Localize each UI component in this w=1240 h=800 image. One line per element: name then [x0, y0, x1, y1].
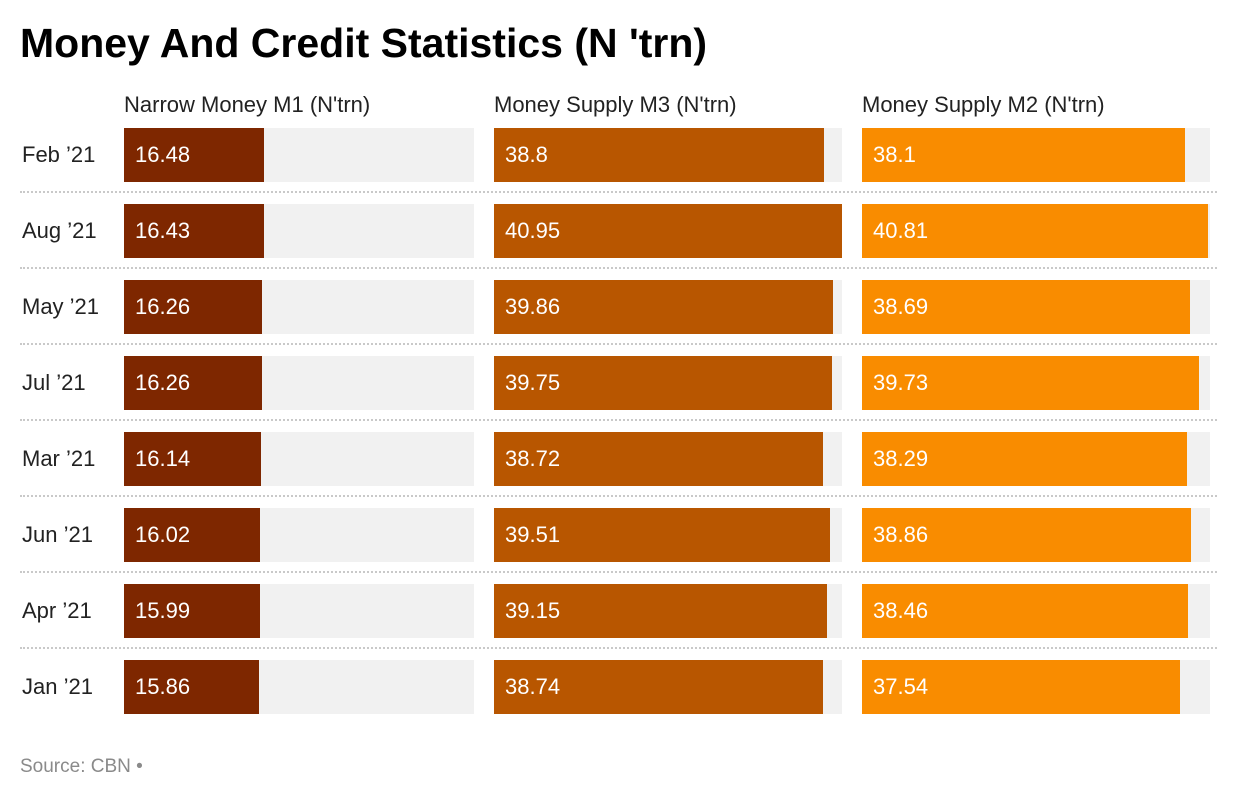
bar-value-label: 39.75 — [505, 370, 561, 395]
row-divider — [20, 191, 1217, 193]
bar-value-label: 16.02 — [135, 522, 191, 547]
row-label-mar-21: Mar ’21 — [22, 446, 96, 471]
row-label-apr-21: Apr ’21 — [22, 598, 92, 623]
bar-value-label: 38.8 — [505, 142, 548, 167]
bar-money-supply-m2-n-trn-mar-21: 38.29 — [862, 432, 1187, 486]
bar-track: 16.26 — [124, 280, 474, 334]
bar-money-supply-m3-n-trn-jul-21: 39.75 — [494, 356, 832, 410]
bar-money-supply-m2-n-trn-jan-21: 37.54 — [862, 660, 1180, 714]
bar-track: 39.15 — [494, 584, 842, 638]
bar-value-label: 16.26 — [135, 370, 191, 395]
bar-narrow-money-m1-n-trn-apr-21: 15.99 — [124, 584, 260, 638]
row-label-jan-21: Jan ’21 — [22, 674, 93, 699]
bar-track: 15.86 — [124, 660, 474, 714]
bar-value-label: 38.74 — [505, 674, 561, 699]
row-label-jul-21: Jul ’21 — [22, 370, 86, 395]
bar-track: 38.72 — [494, 432, 842, 486]
row-divider — [20, 647, 1217, 649]
bar-value-label: 39.86 — [505, 294, 561, 319]
bar-value-label: 40.95 — [505, 218, 561, 243]
bar-value-label: 16.43 — [135, 218, 191, 243]
bar-money-supply-m2-n-trn-aug-21: 40.81 — [862, 204, 1208, 258]
bar-money-supply-m3-n-trn-may-21: 39.86 — [494, 280, 833, 334]
bar-narrow-money-m1-n-trn-feb-21: 16.48 — [124, 128, 264, 182]
bar-track: 38.69 — [862, 280, 1210, 334]
bar-narrow-money-m1-n-trn-jan-21: 15.86 — [124, 660, 259, 714]
bar-narrow-money-m1-n-trn-jul-21: 16.26 — [124, 356, 262, 410]
chart-title: Money And Credit Statistics (N 'trn) — [20, 20, 708, 66]
bar-value-label: 38.72 — [505, 446, 561, 471]
row-label-jun-21: Jun ’21 — [22, 522, 93, 547]
bar-track: 39.73 — [862, 356, 1210, 410]
row-label-aug-21: Aug ’21 — [22, 218, 97, 243]
bar-money-supply-m2-n-trn-jun-21: 38.86 — [862, 508, 1191, 562]
bar-money-supply-m2-n-trn-jul-21: 39.73 — [862, 356, 1199, 410]
bar-value-label: 16.14 — [135, 446, 191, 471]
column-header-money-supply-m2-n-trn: Money Supply M2 (N'trn) — [862, 92, 1105, 117]
bar-value-label: 16.48 — [135, 142, 191, 167]
bar-track: 40.81 — [862, 204, 1210, 258]
source-note: Source: CBN • — [20, 756, 143, 777]
bar-money-supply-m2-n-trn-may-21: 38.69 — [862, 280, 1190, 334]
bar-value-label: 40.81 — [873, 218, 929, 243]
bar-track: 38.86 — [862, 508, 1210, 562]
bar-value-label: 38.86 — [873, 522, 929, 547]
bar-track: 16.14 — [124, 432, 474, 486]
bar-track: 16.26 — [124, 356, 474, 410]
bar-money-supply-m3-n-trn-jan-21: 38.74 — [494, 660, 823, 714]
bar-track: 15.99 — [124, 584, 474, 638]
bar-value-label: 37.54 — [873, 674, 929, 699]
bar-narrow-money-m1-n-trn-mar-21: 16.14 — [124, 432, 261, 486]
bar-track: 38.74 — [494, 660, 842, 714]
bar-value-label: 39.73 — [873, 370, 929, 395]
bar-money-supply-m3-n-trn-aug-21: 40.95 — [494, 204, 842, 258]
bar-money-supply-m2-n-trn-feb-21: 38.1 — [862, 128, 1185, 182]
bar-value-label: 38.46 — [873, 598, 929, 623]
bar-money-supply-m3-n-trn-feb-21: 38.8 — [494, 128, 824, 182]
bar-track: 16.48 — [124, 128, 474, 182]
bar-track: 40.95 — [494, 204, 842, 258]
bar-narrow-money-m1-n-trn-may-21: 16.26 — [124, 280, 262, 334]
bar-track: 38.8 — [494, 128, 842, 182]
row-label-may-21: May ’21 — [22, 294, 100, 319]
bar-value-label: 38.29 — [873, 446, 929, 471]
bar-narrow-money-m1-n-trn-jun-21: 16.02 — [124, 508, 260, 562]
bar-value-label: 39.51 — [505, 522, 561, 547]
row-label-feb-21: Feb ’21 — [22, 142, 96, 167]
row-divider — [20, 571, 1217, 573]
column-header-money-supply-m3-n-trn: Money Supply M3 (N'trn) — [494, 92, 737, 117]
bar-track: 39.75 — [494, 356, 842, 410]
bar-value-label: 38.69 — [873, 294, 929, 319]
bar-money-supply-m3-n-trn-jun-21: 39.51 — [494, 508, 830, 562]
bar-track: 38.46 — [862, 584, 1210, 638]
bar-track: 39.51 — [494, 508, 842, 562]
bar-track: 16.02 — [124, 508, 474, 562]
bar-value-label: 15.86 — [135, 674, 191, 699]
row-divider — [20, 267, 1217, 269]
bar-money-supply-m2-n-trn-apr-21: 38.46 — [862, 584, 1188, 638]
bar-money-supply-m3-n-trn-apr-21: 39.15 — [494, 584, 827, 638]
bar-track: 39.86 — [494, 280, 842, 334]
bar-track: 38.29 — [862, 432, 1210, 486]
bar-track: 38.1 — [862, 128, 1210, 182]
bar-value-label: 15.99 — [135, 598, 191, 623]
bar-narrow-money-m1-n-trn-aug-21: 16.43 — [124, 204, 264, 258]
row-divider — [20, 343, 1217, 345]
bar-track: 37.54 — [862, 660, 1210, 714]
row-divider — [20, 419, 1217, 421]
bar-money-supply-m3-n-trn-mar-21: 38.72 — [494, 432, 823, 486]
bar-value-label: 16.26 — [135, 294, 191, 319]
bar-track: 16.43 — [124, 204, 474, 258]
bar-value-label: 38.1 — [873, 142, 916, 167]
bar-value-label: 39.15 — [505, 598, 561, 623]
column-header-narrow-money-m1-n-trn: Narrow Money M1 (N'trn) — [124, 92, 371, 117]
row-divider — [20, 495, 1217, 497]
